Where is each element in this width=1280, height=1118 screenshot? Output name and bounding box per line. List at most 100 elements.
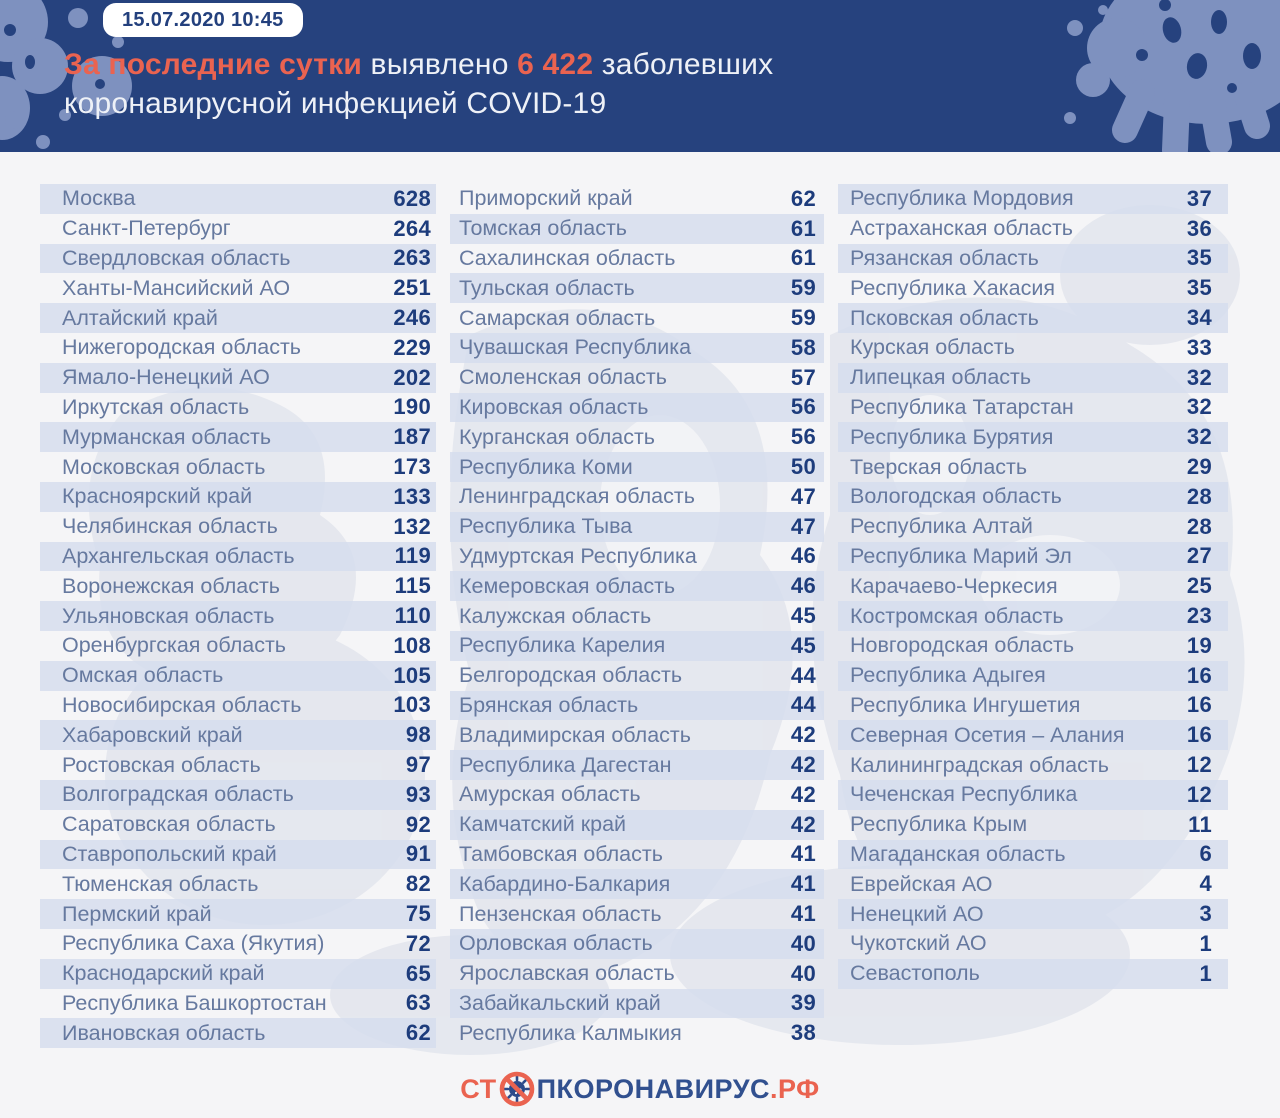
region-value: 132 bbox=[393, 513, 431, 539]
title-number: 6 422 bbox=[517, 48, 594, 81]
table-row: Ленинградская область 47 bbox=[450, 482, 824, 512]
table-row: Свердловская область 263 bbox=[40, 243, 436, 274]
region-name: Новосибирская область bbox=[62, 692, 302, 717]
region-value: 47 bbox=[790, 513, 816, 539]
table-row: Тамбовская область 41 bbox=[450, 840, 824, 870]
region-name: Ненецкий АО bbox=[850, 901, 984, 926]
region-value: 41 bbox=[790, 871, 816, 897]
region-value: 61 bbox=[790, 245, 816, 271]
table-row: Кировская область 56 bbox=[450, 392, 824, 423]
table-row: Ставропольский край 91 bbox=[40, 839, 436, 870]
region-name: Красноярский край bbox=[62, 484, 253, 509]
region-name: Костромская область bbox=[850, 603, 1064, 628]
region-name: Архангельская область bbox=[62, 543, 295, 568]
region-value: 42 bbox=[790, 752, 816, 778]
table-row: Республика Карелия 45 bbox=[450, 630, 824, 661]
region-value: 46 bbox=[790, 573, 816, 599]
table-row: Вологодская область 28 bbox=[838, 481, 1228, 512]
table-row: Краснодарский край 65 bbox=[40, 958, 436, 989]
region-name: Республика Дагестан bbox=[459, 752, 672, 777]
region-name: Республика Карелия bbox=[459, 633, 666, 658]
table-row: Самарская область 59 bbox=[450, 303, 824, 333]
region-name: Кабардино-Балкария bbox=[459, 871, 671, 896]
region-name: Рязанская область bbox=[850, 245, 1039, 270]
table-row: Челябинская область 132 bbox=[40, 512, 436, 542]
region-value: 1 bbox=[1199, 960, 1212, 986]
region-name: Республика Алтай bbox=[850, 514, 1033, 539]
table-row: Тульская область 59 bbox=[450, 273, 824, 304]
table-row: Республика Калмыкия 38 bbox=[450, 1018, 824, 1048]
region-value: 41 bbox=[790, 841, 816, 867]
region-value: 61 bbox=[790, 215, 816, 241]
title-highlight: За последние сутки bbox=[64, 48, 363, 81]
region-value: 57 bbox=[790, 364, 816, 390]
table-row: Мурманская область 187 bbox=[40, 422, 436, 453]
region-name: Республика Коми bbox=[459, 454, 633, 479]
region-value: 12 bbox=[1186, 781, 1212, 807]
region-value: 628 bbox=[393, 185, 431, 211]
region-name: Ивановская область bbox=[62, 1020, 266, 1045]
table-row: Тверская область 29 bbox=[838, 452, 1228, 482]
region-value: 27 bbox=[1186, 543, 1212, 569]
table-row: Псковская область 34 bbox=[838, 303, 1228, 333]
table-row: Москва 628 bbox=[40, 184, 436, 214]
logo-prefix: СТ bbox=[460, 1073, 497, 1104]
table-row: Владимирская область 42 bbox=[450, 720, 824, 750]
table-row: Удмуртская Республика 46 bbox=[450, 542, 824, 572]
table-row: Красноярский край 133 bbox=[40, 481, 436, 512]
table-row: Саратовская область 92 bbox=[40, 810, 436, 840]
region-name: Ульяновская область bbox=[62, 603, 275, 628]
region-value: 65 bbox=[405, 960, 431, 986]
region-name: Санкт-Петербург bbox=[62, 216, 231, 241]
region-name: Воронежская область bbox=[62, 573, 280, 598]
region-value: 16 bbox=[1186, 662, 1212, 688]
region-name: Самарская область bbox=[459, 305, 656, 330]
region-value: 40 bbox=[790, 930, 816, 956]
date-badge-text: 15.07.2020 10:45 bbox=[122, 8, 284, 31]
table-row: Амурская область 42 bbox=[450, 780, 824, 810]
table-row: Липецкая область 32 bbox=[838, 362, 1228, 393]
region-value: 75 bbox=[405, 901, 431, 927]
region-name: Орловская область bbox=[459, 931, 653, 956]
region-value: 108 bbox=[393, 632, 431, 658]
region-name: Ярославская область bbox=[459, 961, 675, 986]
table-row: Кабардино-Балкария 41 bbox=[450, 869, 824, 900]
region-value: 32 bbox=[1186, 394, 1212, 420]
title-tail: заболевших bbox=[593, 48, 774, 81]
region-name: Московская область bbox=[62, 454, 266, 479]
region-name: Новгородская область bbox=[850, 633, 1075, 658]
region-name: Республика Мордовия bbox=[850, 186, 1074, 211]
region-value: 40 bbox=[790, 960, 816, 986]
region-name: Астраханская область bbox=[850, 216, 1073, 241]
table-row: Пермский край 75 bbox=[40, 899, 436, 929]
table-row: Республика Хакасия 35 bbox=[838, 273, 1228, 303]
table-row: Республика Башкортостан 63 bbox=[40, 989, 436, 1019]
table-row: Приморский край 62 bbox=[450, 184, 824, 214]
no-virus-icon bbox=[499, 1071, 534, 1107]
region-name: Курская область bbox=[850, 335, 1015, 360]
table-row: Магаданская область 6 bbox=[838, 839, 1228, 870]
region-value: 42 bbox=[790, 722, 816, 748]
table-row: Московская область 173 bbox=[40, 452, 436, 482]
table-row: Ростовская область 97 bbox=[40, 750, 436, 780]
date-badge: 15.07.2020 10:45 bbox=[103, 3, 303, 37]
region-value: 46 bbox=[790, 543, 816, 569]
region-value: 3 bbox=[1199, 901, 1212, 927]
region-name: Омская область bbox=[62, 663, 224, 688]
table-row: Республика Крым 11 bbox=[838, 810, 1228, 840]
region-value: 62 bbox=[790, 185, 816, 211]
table-row: Курганская область 56 bbox=[450, 422, 824, 452]
region-name: Северная Осетия – Алания bbox=[850, 722, 1125, 747]
table-row: Костромская область 23 bbox=[838, 601, 1228, 631]
table-row: Кемеровская область 46 bbox=[450, 571, 824, 602]
page-title: За последние сутки выявлено 6 422 заболе… bbox=[64, 45, 773, 123]
table-column: Республика Мордовия 37 Астраханская област… bbox=[838, 184, 1228, 1048]
region-name: Республика Татарстан bbox=[850, 394, 1074, 419]
table-row: Курская область 33 bbox=[838, 333, 1228, 363]
region-name: Республика Хакасия bbox=[850, 275, 1055, 300]
table-row: Ханты-Мансийский АО 251 bbox=[40, 273, 436, 303]
region-name: Республика Саха (Якутия) bbox=[62, 931, 325, 956]
region-name: Саратовская область bbox=[62, 812, 276, 837]
table-row: Ульяновская область 110 bbox=[40, 601, 436, 631]
region-value: 72 bbox=[405, 930, 431, 956]
